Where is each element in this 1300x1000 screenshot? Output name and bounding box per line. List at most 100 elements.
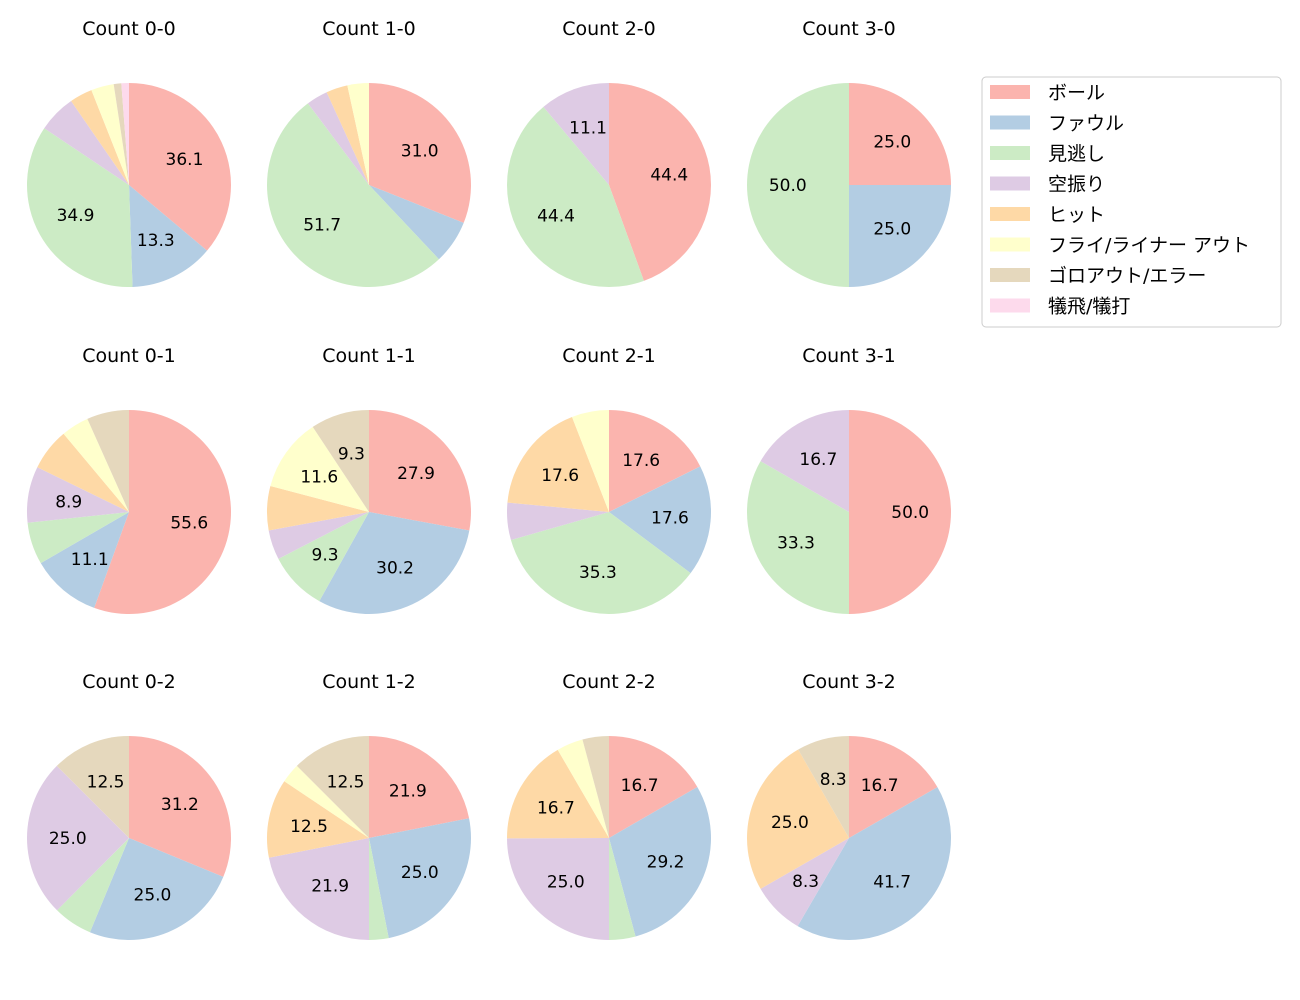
pie-slice: [121, 83, 129, 185]
pie-slice: [44, 101, 130, 185]
slice-label: 17.6: [651, 508, 689, 528]
pie-slice: [609, 736, 698, 838]
pie-title: Count 0-0: [82, 18, 176, 40]
pie-slice: [507, 106, 644, 287]
legend-label: ボール: [1048, 82, 1105, 104]
pie-slice: [557, 739, 609, 838]
pie-slice: [369, 838, 389, 940]
pie-slice: [267, 781, 369, 858]
pie-slice: [507, 838, 609, 940]
pie-slice: [284, 765, 369, 838]
slice-label: 35.3: [579, 563, 617, 583]
slice-label: 17.6: [541, 466, 579, 486]
pie-slice: [267, 486, 369, 531]
slice-label: 44.4: [537, 207, 575, 227]
pie-slice: [71, 90, 129, 185]
pie-slice: [369, 818, 471, 939]
pie-count-2-1: Count 2-1 17.6 17.6 35.3 17.6: [507, 345, 712, 615]
slice-label: 31.2: [161, 795, 199, 815]
legend-swatch: [990, 85, 1030, 99]
pie-slice: [129, 736, 232, 877]
slice-label: 36.1: [166, 150, 204, 170]
slice-label: 25.0: [771, 813, 809, 833]
pie-slice: [27, 128, 133, 287]
pie-count-0-2: Count 0-2 31.2 25.0 25.0 12.5: [26, 671, 232, 940]
pie-slice: [609, 466, 712, 574]
pie-slice: [572, 410, 609, 512]
slice-label: 55.6: [170, 514, 208, 534]
slice-label: 11.6: [300, 467, 338, 487]
pie-slice: [40, 512, 129, 608]
legend-swatch: [990, 146, 1030, 160]
pie-slice: [849, 736, 938, 838]
pie-slice: [369, 736, 470, 838]
pie-count-2-2: Count 2-2 16.7 29.2 25.0 16.7: [507, 671, 712, 940]
legend-swatch: [990, 268, 1030, 282]
pie-title: Count 1-0: [322, 18, 416, 40]
slice-label: 21.9: [389, 782, 427, 802]
pie-slice: [369, 83, 471, 223]
pie-slice: [760, 410, 849, 512]
slice-label: 29.2: [647, 852, 685, 872]
legend-label: 犠飛/犠打: [1048, 296, 1130, 318]
slice-label: 51.7: [303, 215, 341, 235]
slice-label: 25.0: [49, 829, 87, 849]
legend-swatch: [990, 207, 1030, 221]
legend-frame: [981, 76, 1282, 328]
slice-label: 25.0: [873, 133, 911, 153]
slice-label: 8.9: [55, 492, 82, 512]
slice-label: 50.0: [891, 503, 929, 523]
pie-slice: [57, 838, 129, 933]
pie-slice: [369, 185, 464, 260]
pie-slice: [307, 92, 369, 185]
pie-slice: [319, 512, 470, 614]
pie-slice: [609, 787, 712, 937]
pie-slice: [582, 736, 609, 838]
pie-slice: [312, 410, 369, 512]
pie-count-0-0: Count 0-0 36.1 13.3 34.9: [27, 18, 232, 287]
slice-label: 11.1: [569, 118, 607, 138]
slice-label: 25.0: [873, 219, 911, 239]
pie-slice: [27, 512, 130, 564]
pie-slice: [609, 83, 711, 281]
slice-label: 27.9: [397, 464, 435, 484]
slice-label: 13.3: [137, 231, 175, 251]
pie-slice: [798, 736, 849, 838]
legend-label: ヒット: [1048, 204, 1105, 226]
pie-slice: [510, 512, 691, 615]
slice-label: 8.3: [792, 872, 819, 892]
pie-count-0-1: Count 0-1 55.6 11.1 8.9: [26, 345, 232, 614]
slice-label: 16.7: [861, 776, 899, 796]
pie-slice: [278, 512, 369, 602]
slice-label: 11.1: [71, 550, 109, 570]
pie-slice: [760, 838, 849, 927]
legend-swatch: [990, 115, 1030, 130]
pie-title: Count 0-2: [82, 671, 176, 693]
slice-label: 12.5: [290, 817, 328, 837]
slice-label: 30.2: [376, 558, 414, 578]
pie-count-1-0: Count 1-0 31.0 51.7: [267, 18, 471, 287]
pie-count-3-0: Count 3-0 25.0 25.0 50.0: [747, 18, 951, 287]
pie-slice: [747, 83, 849, 287]
slice-label: 34.9: [57, 206, 95, 226]
pie-slice: [746, 461, 849, 614]
pie-slice: [268, 838, 369, 940]
legend-label: 空振り: [1048, 174, 1105, 196]
slice-label: 16.7: [799, 450, 837, 470]
pie-slice: [609, 838, 636, 940]
pie-title: Count 2-2: [562, 671, 656, 693]
pie-count-2-0: Count 2-0 44.4 44.4 11.1: [507, 18, 711, 287]
pie-count-1-2: Count 1-2 21.9 25.0 21.9 12.5 12.5: [267, 671, 471, 940]
pie-slice: [296, 736, 369, 838]
pie-title: Count 3-0: [802, 18, 896, 40]
legend-label: フライ/ライナー アウト: [1048, 235, 1250, 257]
pie-slice: [507, 416, 609, 512]
pie-slice: [129, 185, 208, 287]
slice-label: 25.0: [401, 863, 439, 883]
slice-label: 16.7: [621, 776, 659, 796]
pie-slice: [26, 467, 129, 523]
pie-slice: [270, 426, 369, 512]
pie-slice: [129, 83, 232, 251]
slice-label: 12.5: [87, 772, 125, 792]
pie-slice: [507, 749, 609, 839]
